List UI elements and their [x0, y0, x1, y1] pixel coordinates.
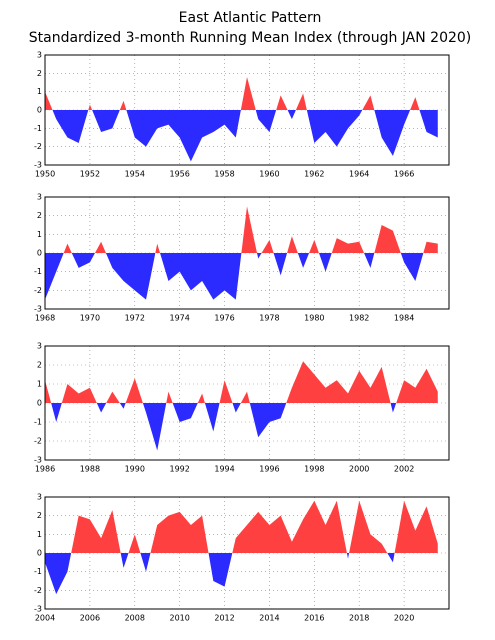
x-tick-label: 1974 [169, 314, 189, 323]
x-tick-label: 1996 [259, 465, 279, 474]
x-tick-label: 1972 [125, 314, 145, 323]
y-tick-label: 0 [37, 249, 42, 258]
negative-area [45, 253, 438, 300]
plot-frame [44, 54, 450, 166]
x-tick-label: 1980 [304, 314, 324, 323]
y-tick-label: 3 [37, 342, 42, 351]
y-tick-label: 2 [37, 511, 42, 520]
positive-area [45, 361, 438, 403]
plot-frame [44, 345, 450, 461]
x-tick-label: 2006 [80, 614, 100, 623]
x-tick-label: 1960 [259, 170, 279, 179]
y-tick-label: -2 [34, 586, 42, 595]
y-tick-label: -1 [34, 124, 42, 133]
x-tick-label: 1950 [35, 170, 55, 179]
y-tick-label: 2 [37, 361, 42, 370]
y-tick-label: 1 [37, 230, 42, 239]
y-tick-label: -1 [34, 567, 42, 576]
x-tick-label: 1958 [214, 170, 234, 179]
x-tick-label: 1986 [35, 465, 55, 474]
y-tick-label: 0 [37, 106, 42, 115]
x-tick-label: 2016 [304, 614, 324, 623]
chart-subtitle: Standardized 3-month Running Mean Index … [29, 30, 472, 46]
y-tick-label: 2 [37, 211, 42, 220]
y-tick-label: -3 [34, 605, 42, 614]
x-tick-label: 2014 [259, 614, 279, 623]
y-tick-label: -1 [34, 418, 42, 427]
x-tick-label: 1966 [394, 170, 414, 179]
positive-area [45, 500, 438, 553]
x-tick-label: 1992 [169, 465, 189, 474]
y-tick-label: 1 [37, 87, 42, 96]
y-tick-label: 3 [37, 193, 42, 202]
y-tick-label: -3 [34, 305, 42, 314]
x-tick-label: 1978 [259, 314, 279, 323]
y-tick-label: -3 [34, 161, 42, 170]
x-tick-label: 2020 [394, 614, 414, 623]
y-tick-label: 0 [37, 549, 42, 558]
x-tick-label: 1984 [394, 314, 414, 323]
x-tick-label: 1990 [125, 465, 145, 474]
x-tick-label: 1970 [80, 314, 100, 323]
x-tick-label: 2002 [394, 465, 414, 474]
y-tick-label: 2 [37, 69, 42, 78]
x-tick-label: 1976 [214, 314, 234, 323]
x-tick-label: 1962 [304, 170, 324, 179]
y-tick-label: -3 [34, 456, 42, 465]
y-tick-label: 3 [37, 493, 42, 502]
x-tick-label: 2000 [349, 465, 369, 474]
y-tick-label: -1 [34, 267, 42, 276]
y-tick-label: -2 [34, 286, 42, 295]
y-tick-label: -2 [34, 142, 42, 151]
x-tick-label: 1982 [349, 314, 369, 323]
x-tick-label: 2008 [125, 614, 145, 623]
chart-title: East Atlantic Pattern [179, 10, 322, 26]
x-tick-label: 1998 [304, 465, 324, 474]
y-tick-label: 3 [37, 51, 42, 60]
x-tick-label: 1954 [125, 170, 145, 179]
x-tick-label: 2010 [169, 614, 189, 623]
x-tick-label: 1968 [35, 314, 55, 323]
y-tick-label: 1 [37, 530, 42, 539]
negative-area [45, 110, 438, 162]
plot-frame [44, 196, 450, 310]
x-tick-label: 2004 [35, 614, 55, 623]
x-tick-label: 2012 [214, 614, 234, 623]
x-tick-label: 1952 [80, 170, 100, 179]
x-tick-label: 1964 [349, 170, 369, 179]
positive-area [45, 206, 438, 253]
y-tick-label: -2 [34, 437, 42, 446]
x-tick-label: 2018 [349, 614, 369, 623]
y-tick-label: 1 [37, 380, 42, 389]
x-tick-label: 1988 [80, 465, 100, 474]
plot-frame [44, 496, 450, 610]
x-tick-label: 1994 [214, 465, 234, 474]
x-tick-label: 1956 [169, 170, 189, 179]
y-tick-label: 0 [37, 399, 42, 408]
